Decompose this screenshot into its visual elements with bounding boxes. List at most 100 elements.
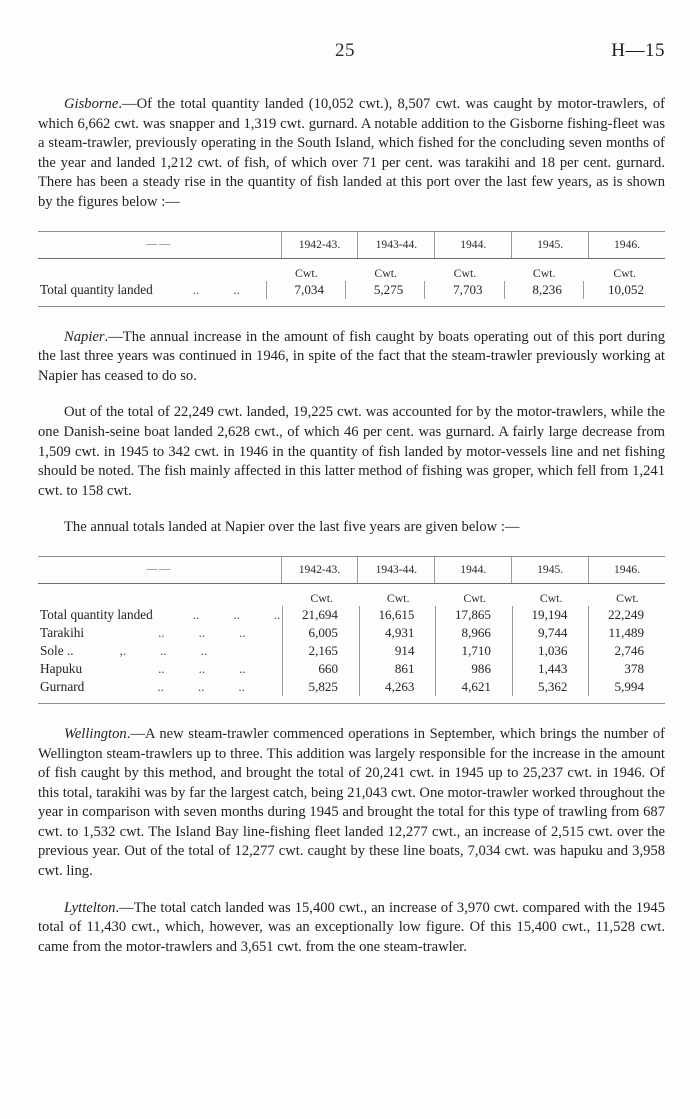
table-napier-total-1942-43: 21,694 [282,605,360,624]
table-napier-total-1946: 22,249 [588,605,665,624]
leader-dots-1: .. [192,606,200,622]
table-napier-body-rows: Cwt. Cwt. Cwt. Cwt. Cwt. Total quantity … [38,584,665,703]
table-napier-unit-1942-43: Cwt. [310,590,334,605]
leader-dots-3: .. [239,660,246,676]
leader-dots-3: .. [200,642,208,658]
table-gisborne-header-row: —— 1942-43. 1943-44. 1944. 1945. 1946. [38,231,665,258]
paragraph-lyttelton: Lyttelton.—The total catch landed was 15… [38,899,665,958]
table-napier-row-label-gurnard: Gurnard...... [38,678,283,696]
leader-dots-1: ,. [119,642,127,658]
table-napier-sole-1946: 2,746 [588,641,665,660]
table-napier-sole-1944: 1,710 [435,641,513,660]
table-napier-col-1944: 1944. [434,556,512,583]
table-napier-sole-1945: 1,036 [511,641,589,660]
table-napier-wrapper: —— 1942-43. 1943-44. 1944. 1945. 1946. C… [38,555,665,704]
table-napier-spacer [38,696,665,703]
table-gisborne-unit-1942-43: Cwt. [295,265,318,280]
table-napier-sole-1942-43: 2,165 [282,641,360,660]
page-folio: 25 [335,40,355,61]
leader-dots-1: .. [192,281,200,297]
table-gisborne-col-1945: 1945. [511,231,589,258]
table-napier-unit-1946: Cwt. [616,590,639,605]
leader-dots-1: .. [158,624,165,640]
table-napier-row-label-hapuku: Hapuku...... [38,660,283,678]
table-napier-stub-header: —— [146,563,173,576]
em-dash-wellington: .— [126,725,145,742]
table-napier-hapuku-1946: 378 [588,659,665,678]
table-napier-tarakihi-1946: 11,489 [588,623,665,642]
table-gisborne-spacer [38,299,665,306]
table-row: Sole ..,..... 2,165 914 1,710 1,036 2,74… [38,641,665,660]
table-napier-head: —— 1942-43. 1943-44. 1944. 1945. 1946. [38,556,665,583]
leader-dots-3: .. [273,606,281,622]
page-content: 25 H—15 Gisborne.—Of the total quantity … [38,0,665,957]
table-napier-col-1945: 1945. [511,556,589,583]
table-gisborne-rule-bottom [38,305,665,307]
leader-dots-3: .. [239,624,246,640]
table-napier-total-1945: 19,194 [511,605,589,624]
table-gisborne-row-label: Total quantity landed.... [38,281,266,299]
table-napier-body: Cwt. Cwt. Cwt. Cwt. Cwt. Total quantity … [38,584,665,703]
table-napier-tarakihi-1945: 9,744 [511,623,589,642]
table-napier-row-label-tarakihi: Tarakihi...... [38,624,283,642]
leader-dots-2: .. [198,624,206,640]
table-napier-col-1946: 1946. [588,556,665,583]
table-napier-hapuku-1943-44: 861 [358,659,436,678]
leader-dots-1: .. [158,660,165,676]
table-gisborne-stub-header: —— [146,238,173,251]
table-napier-header-row: —— 1942-43. 1943-44. 1944. 1945. 1946. [38,556,665,583]
placename-wellington: Wellington [64,725,127,742]
table-gisborne-col-1946: 1946. [588,231,665,258]
table-row: Gurnard...... 5,825 4,263 4,621 5,362 5,… [38,677,665,696]
leader-dots-2: .. [160,642,167,658]
table-napier-row-label-hapuku-text: Hapuku [40,660,83,676]
table-napier-gurnard-1942-43: 5,825 [282,677,360,696]
table-napier-total-1944: 17,865 [435,605,513,624]
table-napier-row-label-gurnard-text: Gurnard [40,678,85,694]
table-napier-gurnard-1944: 4,621 [435,677,513,696]
table-napier-unit-1945: Cwt. [539,590,563,605]
table-gisborne-unit-1946: Cwt. [613,265,636,280]
table-napier-rule-bottom [38,702,665,704]
table-napier-unit-1943-44: Cwt. [386,590,410,605]
table-napier-hapuku-1942-43: 660 [282,659,360,678]
table-gisborne-col-1944: 1944. [434,231,512,258]
table-gisborne-rule-top [38,230,665,232]
leader-dots-3: .. [238,678,245,694]
running-head: 25 H—15 [38,40,665,74]
table-row: Tarakihi...... 6,005 4,931 8,966 9,744 1… [38,623,665,642]
table-gisborne-rule-head [38,257,665,259]
leader-dots-2: .. [233,606,240,622]
table-napier-gurnard-1945: 5,362 [511,677,589,696]
table-gisborne-col-1943-44: 1943-44. [357,231,435,258]
table-gisborne-head: —— 1942-43. 1943-44. 1944. 1945. 1946. [38,231,665,258]
table-napier-gurnard-1943-44: 4,263 [358,677,436,696]
table-napier-row-label-total-text: Total quantity landed [40,606,153,622]
table-gisborne-wrapper: —— 1942-43. 1943-44. 1944. 1945. 1946. C… [38,230,665,307]
paragraph-napier-1: Napier.—The annual increase in the amoun… [38,328,665,387]
table-row: Total quantity landed.... 7,034 5,275 7,… [38,280,665,299]
paragraph-lyttelton-text: The total catch landed was 15,400 cwt., … [38,899,665,955]
em-dash-lyttelton: .— [115,899,134,916]
document-number: H—15 [611,40,665,61]
table-napier-row-label-sole-text: Sole .. [40,642,74,658]
table-gisborne-unit-1943-44: Cwt. [374,265,397,280]
paragraph-napier-3: The annual totals landed at Napier over … [64,519,520,536]
paragraph-wellington: Wellington.—A new steam-trawler commence… [38,725,665,882]
table-gisborne-unit-1945: Cwt. [532,265,556,280]
placename-lyttelton: Lyttelton [64,899,116,916]
table-gisborne-row-label-text: Total quantity landed [40,281,153,297]
leader-dots-2: .. [197,678,205,694]
leader-dots-2: .. [233,281,240,297]
table-gisborne-unit-1944: Cwt. [453,265,477,280]
table-row: Total quantity landed...... 21,694 16,61… [38,605,665,624]
table-gisborne-value-1945: 8,236 [503,280,584,299]
table-napier-total-1943-44: 16,615 [358,605,436,624]
table-gisborne-value-1943-44: 5,275 [344,280,425,299]
table-napier: —— 1942-43. 1943-44. 1944. 1945. 1946. [38,556,665,583]
placename-napier: Napier [64,328,105,345]
table-napier-rule-head [38,582,665,584]
table-napier-unit-1944: Cwt. [463,590,487,605]
table-napier-rule-top [38,555,665,557]
